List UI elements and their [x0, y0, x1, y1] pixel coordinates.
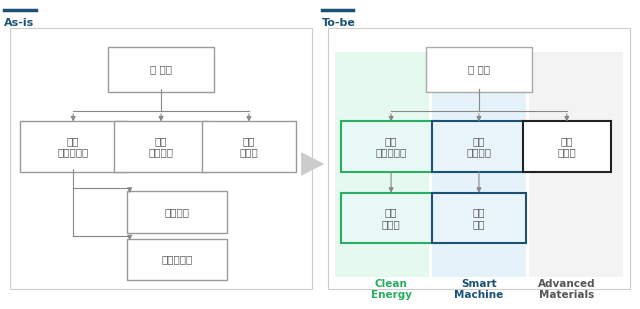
Text: As-is: As-is: [4, 18, 35, 28]
Text: 두산밥캣: 두산밥캣: [164, 207, 189, 217]
Text: Advanced
Materials: Advanced Materials: [538, 279, 596, 300]
FancyBboxPatch shape: [202, 121, 296, 172]
FancyBboxPatch shape: [10, 28, 312, 289]
FancyBboxPatch shape: [523, 121, 611, 172]
FancyBboxPatch shape: [335, 52, 429, 277]
Text: 두산
테스나: 두산 테스나: [239, 136, 259, 158]
Text: 두산
로보틱스: 두산 로보틱스: [467, 136, 492, 158]
Text: To-be: To-be: [322, 18, 356, 28]
Text: 두산
밥캣: 두산 밥캣: [473, 207, 485, 229]
FancyBboxPatch shape: [328, 28, 630, 289]
Text: ㈜ 두산: ㈜ 두산: [468, 65, 490, 74]
FancyBboxPatch shape: [20, 121, 127, 172]
Text: 두산
로보틱스: 두산 로보틱스: [148, 136, 173, 158]
Text: Smart
Machine: Smart Machine: [454, 279, 504, 300]
FancyBboxPatch shape: [341, 121, 442, 172]
FancyBboxPatch shape: [432, 193, 526, 243]
Text: 두산
테스나: 두산 테스나: [557, 136, 576, 158]
Text: ㈜ 두산: ㈜ 두산: [150, 65, 172, 74]
Text: 두산퓨얼셀: 두산퓨얼셀: [161, 255, 193, 265]
FancyBboxPatch shape: [529, 52, 623, 277]
Text: 두산
에너빌리티: 두산 에너빌리티: [376, 136, 407, 158]
FancyBboxPatch shape: [432, 52, 526, 277]
FancyBboxPatch shape: [127, 191, 227, 233]
Text: Clean
Energy: Clean Energy: [371, 279, 412, 300]
Text: ▶: ▶: [301, 149, 324, 178]
Text: 두산
퓨얼셀: 두산 퓨얼셀: [381, 207, 401, 229]
FancyBboxPatch shape: [127, 239, 227, 280]
Text: 두산
에너빌리티: 두산 에너빌리티: [58, 136, 89, 158]
FancyBboxPatch shape: [341, 193, 442, 243]
FancyBboxPatch shape: [108, 47, 214, 92]
FancyBboxPatch shape: [432, 121, 526, 172]
FancyBboxPatch shape: [426, 47, 532, 92]
FancyBboxPatch shape: [114, 121, 208, 172]
